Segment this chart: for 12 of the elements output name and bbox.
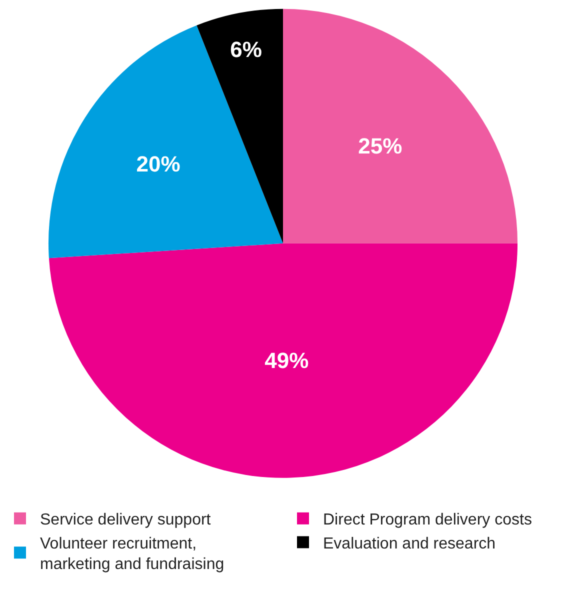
data-label: 20% <box>136 152 180 177</box>
legend-label: Service delivery support <box>40 512 212 529</box>
pie-slice <box>196 8 283 244</box>
legend-label: Evaluation and research <box>323 535 496 552</box>
legend-label: Volunteer recruitment, marketing and fundraising <box>40 535 224 574</box>
data-label: 25% <box>358 134 402 159</box>
pie-slice <box>283 8 518 244</box>
data-label: 49% <box>264 348 309 374</box>
pie-slice <box>48 243 518 478</box>
legend-label: Direct Program delivery costs <box>323 512 532 529</box>
pie-slice <box>48 25 283 258</box>
data-label: 6% <box>230 36 262 62</box>
